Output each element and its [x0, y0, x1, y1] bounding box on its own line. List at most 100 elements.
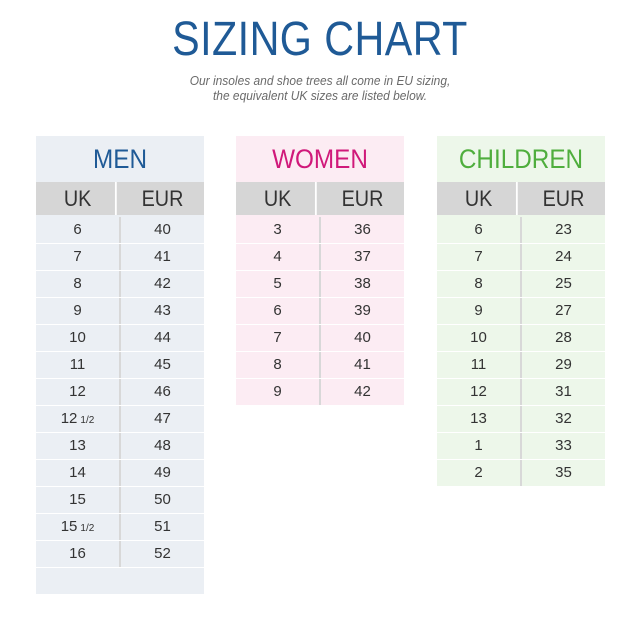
uk-size-value: 12	[470, 383, 487, 400]
uk-size-cell: 11	[437, 352, 522, 378]
uk-size-cell: 9	[236, 379, 321, 405]
table-row: 15 1/2 51	[36, 514, 204, 541]
table-row: 8 42	[36, 271, 204, 298]
uk-size-cell: 13	[36, 433, 121, 459]
half-size-fraction: 1/2	[80, 523, 95, 534]
uk-size-cell: 10	[36, 325, 121, 351]
uk-size-cell: 3	[236, 217, 321, 243]
eur-size-cell: 33	[555, 437, 572, 454]
table-row: 6 23	[437, 217, 605, 244]
table-row: 6 40	[36, 217, 204, 244]
uk-size-value: 6	[73, 221, 82, 238]
table-row: 2 35	[437, 460, 605, 487]
table-row: 7 40	[236, 325, 404, 352]
uk-size-cell: 7	[36, 244, 121, 270]
table-row: 4 37	[236, 244, 404, 271]
eur-size-cell: 51	[154, 518, 171, 535]
table-row: 10 44	[36, 325, 204, 352]
eur-size-cell: 50	[154, 491, 171, 508]
uk-size-value: 7	[73, 248, 82, 265]
uk-size-cell: 13	[437, 406, 522, 432]
uk-size-cell: 6	[437, 217, 522, 243]
uk-size-value: 12	[60, 410, 78, 427]
table-row: 7 24	[437, 244, 605, 271]
men-uk-header: UK	[40, 182, 117, 215]
women-table-body: 3 36 4 37 5 38 6 39 7 40 8 41 9 42	[236, 217, 404, 406]
half-size-fraction: 1/2	[80, 415, 95, 426]
uk-size-cell: 2	[437, 460, 522, 486]
table-row: 9 27	[437, 298, 605, 325]
eur-size-cell: 41	[354, 356, 371, 373]
uk-size-cell: 16	[36, 541, 121, 567]
uk-size-value: 3	[273, 221, 282, 238]
children-table-body: 6 23 7 24 8 25 9 27 10 28 11 29 12 31 13 32 1 33 2 35	[437, 217, 605, 487]
eur-size-cell: 40	[354, 329, 371, 346]
children-table-header: UK EUR	[437, 182, 605, 215]
eur-size-cell: 27	[555, 302, 572, 319]
women-uk-header: UK	[240, 182, 317, 215]
women-eur-header: EUR	[341, 186, 384, 211]
eur-size-cell: 52	[154, 545, 171, 562]
eur-size-cell: 31	[555, 383, 572, 400]
uk-size-cell: 8	[36, 271, 121, 297]
table-row: 10 28	[437, 325, 605, 352]
uk-size-value: 12	[69, 383, 86, 400]
table-row: 12 31	[437, 379, 605, 406]
uk-size-value: 10	[470, 329, 487, 346]
uk-size-value: 8	[273, 356, 282, 373]
uk-size-cell: 1	[437, 433, 522, 459]
men-table-header: UK EUR	[36, 182, 204, 215]
uk-size-cell: 4	[236, 244, 321, 270]
eur-size-cell: 48	[154, 437, 171, 454]
table-row: 7 41	[36, 244, 204, 271]
uk-size-value: 16	[69, 545, 86, 562]
uk-size-value: 9	[273, 383, 282, 400]
uk-size-cell: 15 1/2	[36, 514, 121, 540]
table-row: 3 36	[236, 217, 404, 244]
uk-size-value: 13	[69, 437, 86, 454]
uk-size-value: 11	[470, 356, 487, 373]
uk-size-cell: 7	[437, 244, 522, 270]
table-row: 13 48	[36, 433, 204, 460]
subtitle-line-2: the equivalent UK sizes are listed below…	[212, 88, 428, 103]
uk-size-cell: 9	[36, 298, 121, 324]
table-row: 11 45	[36, 352, 204, 379]
eur-size-cell: 46	[154, 383, 171, 400]
women-table-title: WOMEN	[272, 144, 368, 174]
uk-size-cell: 8	[437, 271, 522, 297]
uk-size-cell: 15	[36, 487, 121, 513]
uk-size-cell: 9	[437, 298, 522, 324]
page-title: SIZING CHART	[172, 13, 468, 66]
eur-size-cell: 45	[154, 356, 171, 373]
children-eur-header: EUR	[542, 186, 585, 211]
eur-size-cell: 35	[555, 464, 572, 481]
eur-size-cell: 37	[354, 248, 371, 265]
uk-size-value: 9	[73, 302, 82, 319]
men-table-title: MEN	[93, 144, 147, 174]
eur-size-cell: 42	[354, 383, 371, 400]
uk-size-value: 2	[474, 464, 483, 481]
eur-size-cell: 44	[154, 329, 171, 346]
uk-size-value: 6	[474, 221, 483, 238]
uk-size-value: 14	[69, 464, 86, 481]
table-row: 8 41	[236, 352, 404, 379]
eur-size-cell: 32	[555, 410, 572, 427]
table-row: 16 52	[36, 541, 204, 568]
eur-size-cell: 36	[354, 221, 371, 238]
table-row: 11 29	[437, 352, 605, 379]
table-row: 5 38	[236, 271, 404, 298]
eur-size-cell: 49	[154, 464, 171, 481]
uk-size-value: 6	[273, 302, 282, 319]
uk-size-cell: 12	[36, 379, 121, 405]
men-eur-header: EUR	[141, 186, 184, 211]
children-uk-header: UK	[441, 182, 518, 215]
uk-size-value: 13	[470, 410, 487, 427]
eur-size-cell: 41	[154, 248, 171, 265]
eur-size-cell: 47	[154, 410, 171, 427]
eur-size-cell: 28	[555, 329, 572, 346]
uk-size-value: 4	[273, 248, 282, 265]
uk-size-value: 9	[474, 302, 483, 319]
uk-size-value: 15	[60, 518, 78, 535]
table-row: 9 43	[36, 298, 204, 325]
subtitle-line-1: Our insoles and shoe trees all come in E…	[189, 73, 451, 88]
